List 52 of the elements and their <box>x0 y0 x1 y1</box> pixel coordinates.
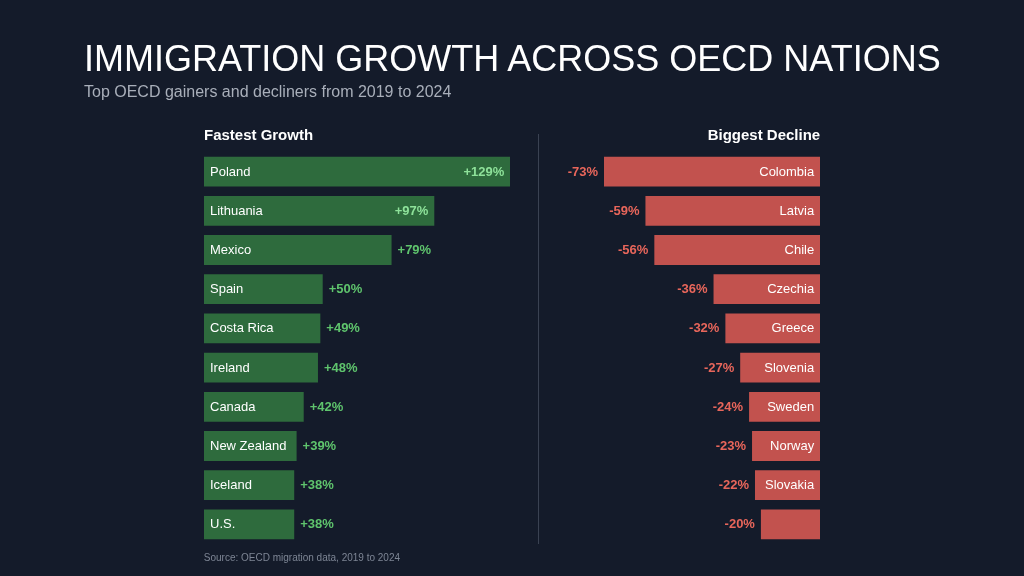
data-label: +50% <box>328 281 363 297</box>
y-tick-label: Greece <box>771 320 815 336</box>
chart-title: Biggest Decline <box>707 126 821 144</box>
y-tick-label: Latvia <box>779 202 815 218</box>
y-tick-label: Iceland <box>209 477 252 493</box>
chart-title: Fastest Growth <box>203 126 313 143</box>
text: Top OECD gainers and decliners from 2019 to 2024 <box>84 82 453 102</box>
data-label: +38% <box>300 477 335 493</box>
data-label: +42% <box>309 398 344 414</box>
y-tick-label: Slovenia <box>764 359 815 375</box>
data-label: -23% <box>715 437 747 453</box>
data-label: +49% <box>326 320 361 336</box>
y-tick-label: Chile <box>784 242 815 257</box>
bar <box>203 391 304 422</box>
y-tick-label: Czechia <box>767 281 815 297</box>
data-label: -22% <box>718 477 750 493</box>
data-label: +38% <box>300 516 335 532</box>
y-tick-label: Costa Rica <box>209 320 275 336</box>
y-tick-label: Norway <box>770 437 815 453</box>
data-label: -24% <box>712 398 744 414</box>
data-label: +79% <box>397 242 432 257</box>
source-note: Source: OECD migration data, 2019 to 2024 <box>203 552 402 564</box>
text: IMMIGRATION GROWTH ACROSS OECD NATIONS <box>84 38 941 80</box>
bar <box>203 274 323 305</box>
y-tick-label: Slovakia <box>765 477 815 493</box>
data-label: -27% <box>703 359 735 375</box>
data-label: +97% <box>394 202 429 218</box>
data-label: -59% <box>609 202 640 218</box>
bar <box>203 352 318 383</box>
y-tick-label: Ireland <box>209 359 250 375</box>
y-tick-label: Lithuania <box>209 202 264 218</box>
data-label: -20% <box>724 516 756 532</box>
y-tick-label: U.S. <box>209 516 236 532</box>
data-label: +129% <box>463 163 505 179</box>
data-label: -36% <box>677 281 709 297</box>
y-tick-label: New Zealand <box>209 438 287 453</box>
data-label: -32% <box>689 320 720 336</box>
data-label: +48% <box>323 359 358 375</box>
y-tick-label: Canada <box>209 398 257 414</box>
y-tick-label: Mexico <box>209 242 251 257</box>
y-tick-label: Spain <box>209 281 244 297</box>
data-label: -56% <box>618 242 649 257</box>
bar <box>203 235 392 265</box>
y-tick-label: Sweden <box>767 398 815 414</box>
bar <box>203 509 295 540</box>
bar <box>203 195 435 226</box>
bar <box>203 156 511 187</box>
bar <box>203 470 295 501</box>
y-tick-label: Poland <box>209 163 251 179</box>
data-label: +39% <box>302 438 337 453</box>
y-tick-label: Colombia <box>759 163 815 179</box>
data-label: -73% <box>567 163 599 179</box>
